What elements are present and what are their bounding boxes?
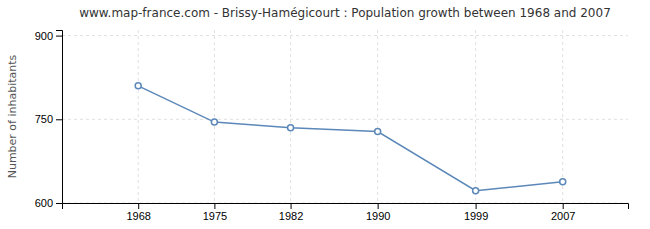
chart-container: 1968 1975 1982 1990 1999 2007 600 750 900 www.map… [0, 0, 650, 229]
x-tick: 1999 [464, 203, 488, 222]
x-grid-line [138, 30, 139, 203]
x-tick-label: 1975 [203, 210, 227, 222]
point [135, 83, 141, 89]
y-tick-label: 900 [35, 30, 53, 42]
x-tick: 2007 [551, 203, 575, 222]
point [473, 188, 479, 194]
point [211, 119, 217, 125]
y-axis-title: Number of inhabitants [6, 54, 19, 178]
x-axis: 1968 1975 1982 1990 1999 2007 [63, 203, 629, 222]
chart-svg: 1968 1975 1982 1990 1999 2007 600 750 900 www.map… [0, 0, 650, 229]
x-tick-label: 1968 [126, 210, 150, 222]
x-tick: 1982 [279, 203, 303, 222]
x-tick: 1990 [366, 203, 390, 222]
point [375, 129, 381, 135]
title: www.map-france.com - Brissy-Hamégicourt … [79, 6, 611, 20]
y-tick: 750 [35, 113, 62, 125]
x-tick-label: 1982 [279, 210, 303, 222]
point [288, 125, 294, 131]
x-grid-line [562, 30, 563, 203]
series [135, 83, 566, 194]
y-tick-label: 600 [35, 197, 53, 209]
y-grid-line [62, 119, 628, 120]
x-grid-line [475, 30, 476, 203]
y-tick: 600 [35, 197, 62, 209]
point [560, 179, 566, 185]
line [138, 86, 563, 191]
x-grid-line [377, 30, 378, 203]
x-tick-mark [563, 203, 564, 209]
x-tick-label: 1999 [464, 210, 488, 222]
x-tick-mark [291, 203, 292, 209]
x-tick: 1968 [126, 203, 150, 222]
x-tick-mark [214, 203, 215, 209]
y-axis-line [56, 31, 63, 204]
grid [62, 30, 628, 203]
x-grid-line [290, 30, 291, 203]
y-grid-line [62, 35, 628, 36]
x-tick-mark [476, 203, 477, 209]
x-tick-mark [138, 203, 139, 209]
x-tick-label: 1990 [366, 210, 390, 222]
x-tick: 1975 [203, 203, 227, 222]
y-tick-mark [56, 203, 62, 204]
y-tick-label: 750 [35, 113, 53, 125]
x-grid-line [214, 30, 215, 203]
y-tick-mark [56, 119, 62, 120]
y-tick-mark [56, 36, 62, 37]
x-tick-mark [378, 203, 379, 209]
x-tick-label: 2007 [551, 210, 575, 222]
y-axis: 600 750 900 [35, 30, 63, 209]
x-axis-line [63, 204, 629, 210]
plot-area: 1968 1975 1982 1990 1999 2007 600 750 900 [35, 30, 629, 222]
y-tick: 900 [35, 30, 62, 42]
